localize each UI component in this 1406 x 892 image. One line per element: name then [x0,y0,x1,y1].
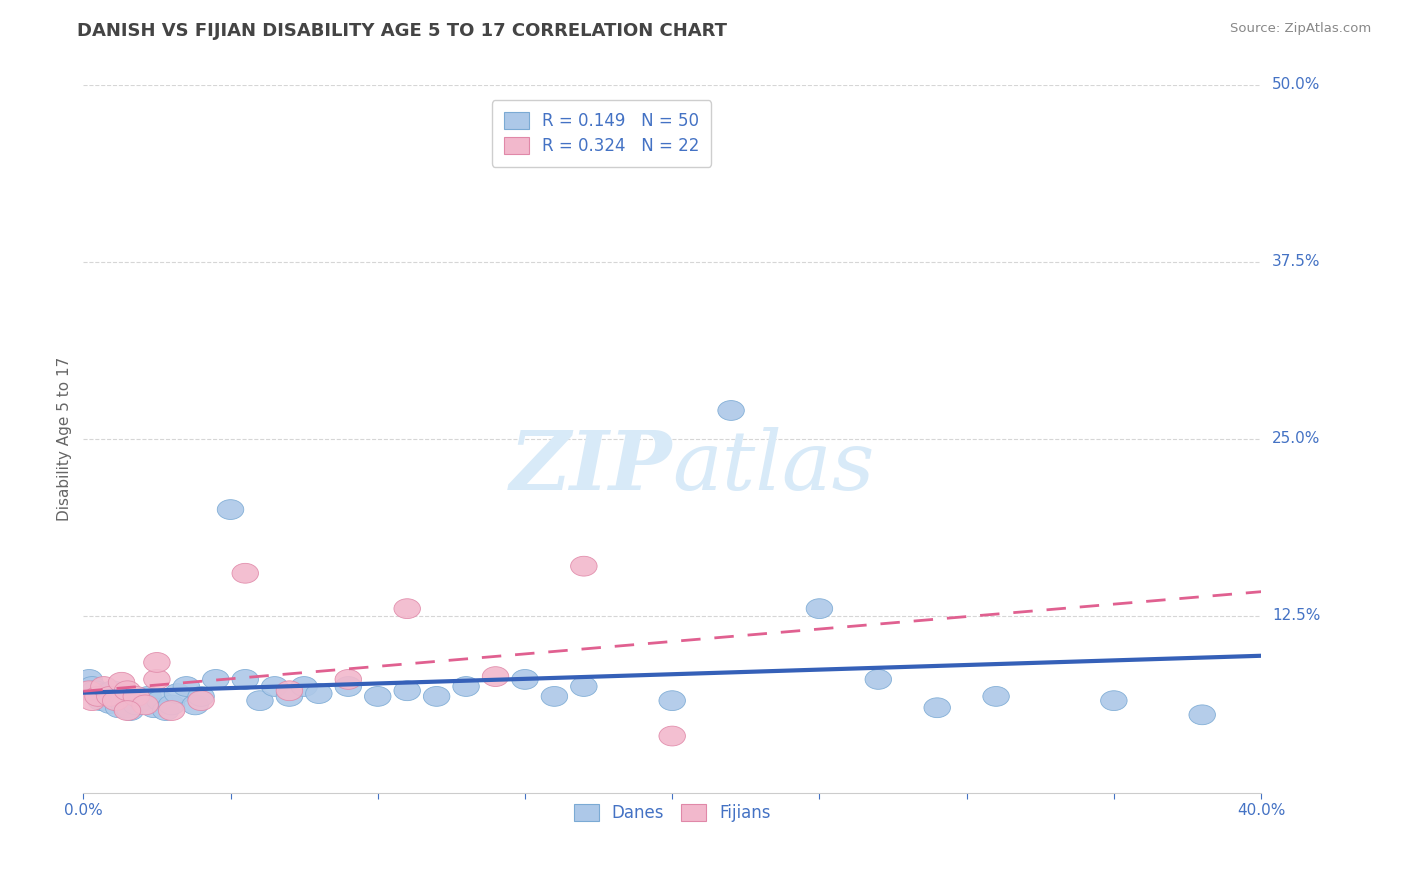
Ellipse shape [76,670,103,690]
Ellipse shape [94,687,120,706]
Ellipse shape [983,687,1010,706]
Ellipse shape [188,690,214,711]
Ellipse shape [103,690,129,711]
Ellipse shape [108,673,135,692]
Text: 12.5%: 12.5% [1272,608,1320,624]
Ellipse shape [394,681,420,700]
Ellipse shape [364,687,391,706]
Ellipse shape [865,670,891,690]
Ellipse shape [159,695,184,714]
Ellipse shape [718,401,744,420]
Ellipse shape [541,687,568,706]
Ellipse shape [129,690,156,711]
Ellipse shape [82,681,108,700]
Ellipse shape [512,670,538,690]
Ellipse shape [218,500,243,519]
Ellipse shape [97,687,124,706]
Ellipse shape [117,700,143,721]
Ellipse shape [87,690,114,711]
Ellipse shape [103,690,129,711]
Ellipse shape [114,698,141,718]
Ellipse shape [202,670,229,690]
Ellipse shape [394,599,420,618]
Ellipse shape [90,677,117,697]
Ellipse shape [659,690,686,711]
Ellipse shape [1189,705,1215,724]
Ellipse shape [232,564,259,583]
Ellipse shape [146,690,173,711]
Ellipse shape [806,599,832,618]
Ellipse shape [97,694,124,714]
Ellipse shape [232,670,259,690]
Ellipse shape [143,670,170,690]
Ellipse shape [76,681,103,700]
Ellipse shape [165,683,191,704]
Ellipse shape [423,687,450,706]
Ellipse shape [79,677,105,697]
Ellipse shape [659,726,686,746]
Ellipse shape [90,683,117,704]
Ellipse shape [246,690,273,711]
Ellipse shape [188,687,214,706]
Ellipse shape [114,700,141,721]
Text: ZIP: ZIP [509,427,672,508]
Ellipse shape [1101,690,1128,711]
Ellipse shape [924,698,950,718]
Ellipse shape [335,670,361,690]
Legend: Danes, Fijians: Danes, Fijians [562,792,783,834]
Ellipse shape [84,687,111,706]
Ellipse shape [141,698,167,718]
Ellipse shape [453,677,479,697]
Text: atlas: atlas [672,427,875,508]
Ellipse shape [135,687,162,706]
Ellipse shape [482,666,509,687]
Ellipse shape [143,653,170,673]
Ellipse shape [335,677,361,697]
Ellipse shape [276,681,302,700]
Ellipse shape [291,677,318,697]
Ellipse shape [114,681,141,700]
Text: Source: ZipAtlas.com: Source: ZipAtlas.com [1230,22,1371,36]
Ellipse shape [111,695,138,714]
Ellipse shape [305,683,332,704]
Ellipse shape [84,687,111,706]
Ellipse shape [173,677,200,697]
Ellipse shape [132,695,159,714]
Text: 25.0%: 25.0% [1272,432,1320,446]
Y-axis label: Disability Age 5 to 17: Disability Age 5 to 17 [58,357,72,521]
Ellipse shape [100,681,127,700]
Ellipse shape [571,677,598,697]
Ellipse shape [571,557,598,576]
Ellipse shape [108,687,135,706]
Ellipse shape [152,700,179,721]
Ellipse shape [262,677,288,697]
Text: 50.0%: 50.0% [1272,78,1320,93]
Ellipse shape [124,687,149,706]
Text: 37.5%: 37.5% [1272,254,1320,269]
Ellipse shape [181,695,208,714]
Ellipse shape [159,700,184,721]
Ellipse shape [105,698,132,718]
Ellipse shape [276,687,302,706]
Ellipse shape [124,695,149,714]
Ellipse shape [79,690,105,711]
Text: DANISH VS FIJIAN DISABILITY AGE 5 TO 17 CORRELATION CHART: DANISH VS FIJIAN DISABILITY AGE 5 TO 17 … [77,22,727,40]
